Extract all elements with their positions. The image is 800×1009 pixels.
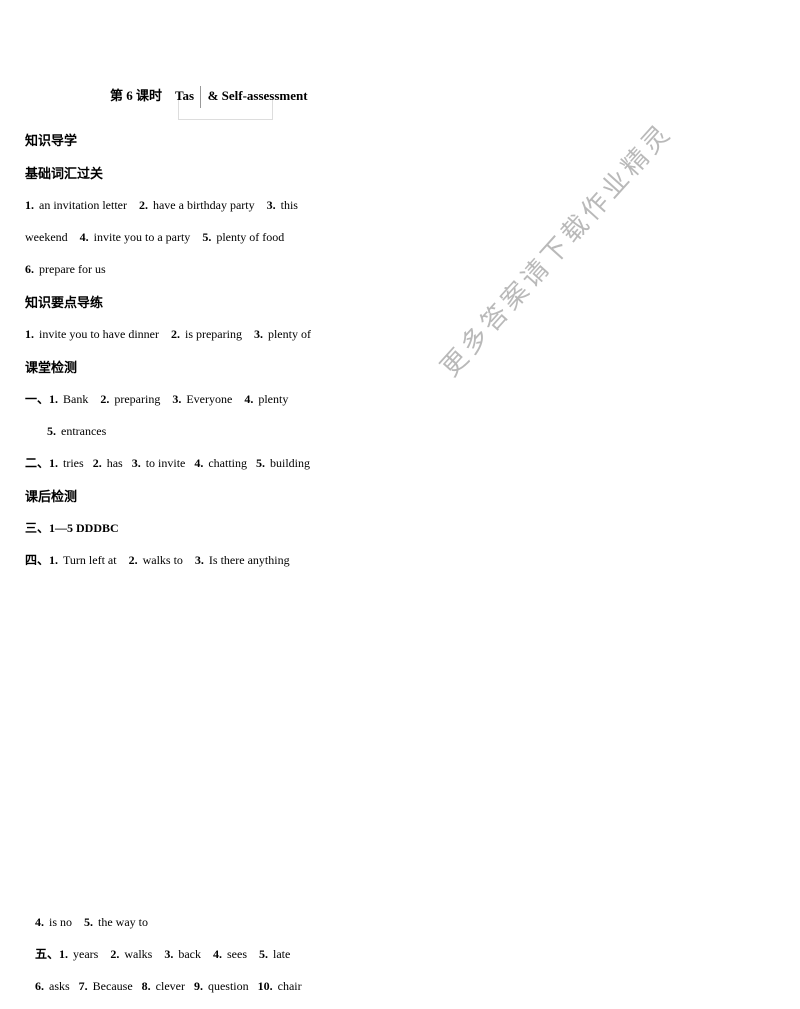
item-text: plenty of	[268, 327, 311, 341]
text-line: 四、1. Turn left at 2. walks to 3. Is ther…	[25, 551, 445, 569]
item-text: 三、1—5 DDDBC	[25, 521, 119, 535]
title-divider	[200, 86, 201, 108]
text-line: 三、1—5 DDDBC	[25, 519, 445, 537]
item-text: walks	[124, 947, 152, 961]
item-text: clever	[156, 979, 185, 993]
text-line: 1. invite you to have dinner 2. is prepa…	[25, 325, 445, 343]
item-num: 5.	[84, 915, 93, 929]
text-line: 1. an invitation letter 2. have a birthd…	[25, 196, 445, 214]
item-num: 7.	[79, 979, 88, 993]
item-text: Everyone	[186, 392, 232, 406]
item-num: 1.	[25, 198, 34, 212]
item-text: is no	[49, 915, 72, 929]
item-num: 5.	[259, 947, 268, 961]
item-text: late	[273, 947, 290, 961]
left-column: 知识导学 基础词汇过关 1. an invitation letter 2. h…	[25, 126, 445, 583]
item-text: invite you to a party	[94, 230, 191, 244]
item-text: chair	[278, 979, 302, 993]
item-num: 一、1.	[25, 392, 58, 406]
item-num: 6.	[35, 979, 44, 993]
item-text: this	[281, 198, 298, 212]
lesson-title: 第 6 课时 Tas & Self-assessment	[110, 85, 775, 108]
text-line: 一、1. Bank 2. preparing 3. Everyone 4. pl…	[25, 390, 445, 408]
item-num: 4.	[213, 947, 222, 961]
document-page: 第 6 课时 Tas & Self-assessment 知识导学 基础词汇过关…	[0, 0, 800, 146]
item-text: is preparing	[185, 327, 242, 341]
item-text: asks	[49, 979, 70, 993]
item-num: 8.	[142, 979, 151, 993]
item-text: entrances	[61, 424, 106, 438]
section-header: 知识导学	[25, 130, 445, 149]
item-num: 3.	[164, 947, 173, 961]
item-text: Because	[93, 979, 133, 993]
item-num: 9.	[194, 979, 203, 993]
item-text: the way to	[98, 915, 148, 929]
title-part2: & Self-assessment	[208, 88, 308, 103]
item-text: to invite	[146, 456, 186, 470]
section-header: 课堂检测	[25, 357, 445, 376]
item-text: question	[208, 979, 249, 993]
item-text: an invitation letter	[39, 198, 127, 212]
right-column: 4. is no 5. the way to 五、1. years 2. wal…	[35, 583, 357, 1009]
item-num: 2.	[129, 553, 138, 567]
item-text: plenty of food	[216, 230, 284, 244]
text-line: 二、1. tries 2. has 3. to invite 4. chatti…	[25, 454, 445, 472]
item-num: 3.	[267, 198, 276, 212]
watermark-text: 更多答案请下载作业精灵	[431, 113, 679, 383]
item-text: prepare for us	[39, 262, 106, 276]
item-text: have a birthday party	[153, 198, 255, 212]
section-header: 基础词汇过关	[25, 163, 445, 182]
item-num: 4.	[244, 392, 253, 406]
item-text: chatting	[208, 456, 247, 470]
item-text: sees	[227, 947, 247, 961]
item-num: 6.	[25, 262, 34, 276]
item-num: 2.	[171, 327, 180, 341]
item-num: 五、1.	[35, 947, 68, 961]
text-line: 五、1. years 2. walks 3. back 4. sees 5. l…	[35, 945, 357, 963]
item-num: 四、1.	[25, 553, 58, 567]
item-text: weekend	[25, 230, 68, 244]
item-num: 3.	[172, 392, 181, 406]
item-text: preparing	[114, 392, 160, 406]
item-text: plenty	[258, 392, 288, 406]
text-line: 5. entrances	[47, 422, 445, 440]
item-num: 5.	[256, 456, 265, 470]
item-num: 4.	[35, 915, 44, 929]
item-text: Bank	[63, 392, 88, 406]
item-num: 二、1.	[25, 456, 58, 470]
item-num: 5.	[202, 230, 211, 244]
item-text: building	[270, 456, 310, 470]
item-num: 10.	[258, 979, 273, 993]
item-num: 4.	[80, 230, 89, 244]
item-text: has	[107, 456, 123, 470]
item-text: years	[73, 947, 98, 961]
item-num: 4.	[194, 456, 203, 470]
section-header: 知识要点导练	[25, 292, 445, 311]
item-text: Turn left at	[63, 553, 117, 567]
item-num: 2.	[139, 198, 148, 212]
item-num: 2.	[110, 947, 119, 961]
item-num: 3.	[195, 553, 204, 567]
text-line: 6. asks 7. Because 8. clever 9. question…	[35, 977, 357, 995]
item-text: Is there anything	[209, 553, 290, 567]
item-text: walks to	[143, 553, 183, 567]
item-text: invite you to have dinner	[39, 327, 159, 341]
title-part1: Tas	[175, 88, 194, 103]
item-text: back	[178, 947, 201, 961]
item-num: 3.	[254, 327, 263, 341]
section-header: 课后检测	[25, 486, 445, 505]
item-num: 3.	[132, 456, 141, 470]
title-prefix: 第 6 课时	[110, 88, 162, 103]
item-num: 2.	[100, 392, 109, 406]
text-line: 6. prepare for us	[25, 260, 445, 278]
item-num: 2.	[93, 456, 102, 470]
item-text: tries	[63, 456, 84, 470]
item-num: 5.	[47, 424, 56, 438]
text-line: weekend 4. invite you to a party 5. plen…	[25, 228, 445, 246]
text-line: 4. is no 5. the way to	[35, 913, 357, 931]
item-num: 1.	[25, 327, 34, 341]
